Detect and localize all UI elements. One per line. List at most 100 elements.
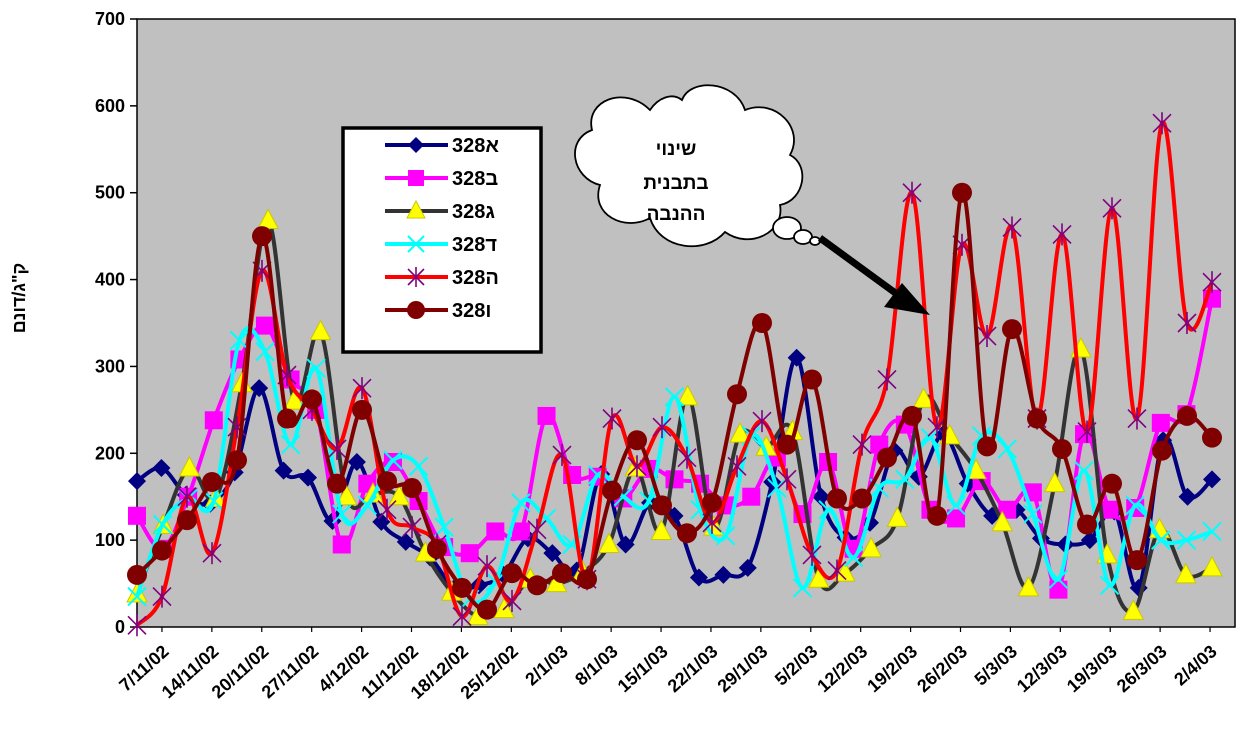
data-point: [402, 516, 422, 539]
data-point: [827, 559, 847, 582]
data-point: [860, 536, 882, 558]
data-point: [1127, 550, 1147, 571]
data-point: [664, 387, 685, 407]
data-point: [689, 568, 708, 587]
series-4: [127, 326, 1222, 609]
data-point: [407, 301, 425, 319]
x-tick-label: 19/3/03: [1063, 641, 1121, 696]
x-tick-label: 29/1/03: [714, 641, 772, 696]
data-point: [1177, 405, 1197, 426]
data-point: [250, 379, 269, 398]
annotation-line-3: ההנבה: [647, 204, 706, 225]
data-point: [396, 532, 415, 551]
data-point: [997, 439, 1017, 459]
data-point: [1077, 420, 1097, 443]
data-point: [792, 578, 813, 598]
data-point: [372, 512, 391, 531]
data-point: [727, 455, 747, 478]
y-tick-label: 400: [95, 270, 125, 290]
data-point: [577, 569, 597, 590]
data-point: [177, 485, 197, 508]
data-point: [527, 518, 547, 541]
y-tick-label: 600: [95, 96, 125, 116]
data-point: [377, 498, 397, 521]
data-point: [306, 358, 326, 378]
data-point: [812, 487, 831, 506]
data-point: [1151, 530, 1171, 550]
data-point: [1052, 223, 1072, 246]
data-point: [177, 510, 197, 531]
data-point: [537, 406, 556, 425]
data-point: [347, 452, 366, 471]
data-point: [407, 267, 425, 287]
y-axis-title: ק"ג/דונם: [9, 263, 29, 334]
data-point: [511, 493, 531, 513]
series-line: [135, 326, 1213, 605]
data-point: [1122, 599, 1145, 620]
data-point: [652, 495, 672, 516]
data-point: [886, 506, 909, 527]
data-point: [598, 532, 620, 553]
data-point: [802, 369, 822, 390]
data-point: [152, 585, 172, 608]
legend-item: 328ב: [385, 168, 498, 190]
data-point: [128, 472, 146, 491]
data-point: [327, 473, 347, 494]
data-point: [255, 341, 275, 362]
data-point: [127, 614, 147, 637]
data-point: [127, 564, 147, 585]
data-point: [947, 509, 966, 528]
data-point: [388, 484, 411, 506]
x-tick-label: 26/2/03: [913, 641, 971, 696]
data-point: [1043, 471, 1066, 493]
annotation-line-1: שינוי: [656, 139, 697, 160]
data-point: [552, 563, 572, 584]
data-point: [277, 408, 297, 429]
data-point: [1080, 531, 1099, 550]
data-point: [1100, 500, 1119, 519]
x-tick-label: 2/1/03: [521, 641, 572, 689]
data-point: [511, 522, 530, 541]
data-point: [309, 319, 332, 341]
y-axis: 0 100 200 300 400 500 600 700: [95, 9, 137, 637]
data-point: [1174, 562, 1197, 584]
data-point: [852, 488, 872, 509]
legend-item: 328ד: [385, 234, 497, 256]
data-point: [1202, 521, 1222, 542]
data-point: [327, 437, 347, 460]
data-point: [895, 469, 915, 490]
data-point: [1202, 427, 1222, 448]
data-point: [1203, 470, 1221, 489]
data-point: [834, 561, 856, 582]
y-tick-label: 300: [95, 356, 125, 376]
legend-item: 328ו: [385, 300, 491, 322]
y-tick-label: 500: [95, 183, 125, 203]
data-point: [650, 519, 673, 540]
data-point: [178, 455, 201, 477]
data-point: [1077, 514, 1097, 535]
data-point: [408, 456, 429, 477]
data-point: [807, 567, 830, 588]
data-point: [477, 599, 497, 620]
data-point: [255, 316, 274, 335]
y-tick-label: 100: [95, 530, 125, 550]
data-point: [408, 170, 424, 186]
data-point: [843, 547, 864, 568]
data-point: [1152, 112, 1172, 135]
series-6: [127, 182, 1222, 620]
data-point: [912, 387, 935, 408]
data-point: [1052, 438, 1072, 459]
legend-label: 328ב: [452, 168, 498, 190]
data-point: [1099, 575, 1120, 596]
data-point: [229, 330, 250, 351]
legend-label: 328א: [452, 135, 499, 157]
data-point: [1152, 440, 1172, 461]
data-point: [280, 434, 301, 455]
data-point: [827, 488, 847, 509]
data-point: [1201, 555, 1223, 577]
data-point: [252, 226, 272, 247]
data-point: [714, 565, 733, 584]
data-point: [946, 495, 966, 516]
data-point: [627, 455, 647, 478]
x-tick-label: 22/1/03: [664, 641, 722, 696]
